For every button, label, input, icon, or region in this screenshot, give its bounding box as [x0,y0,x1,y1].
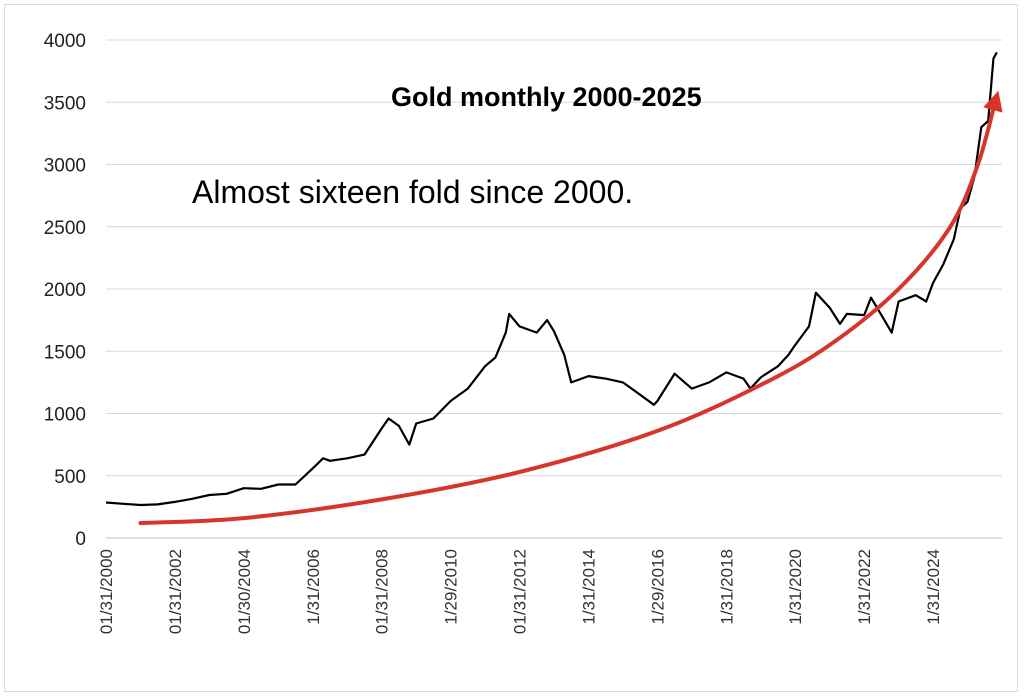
x-tick-label: 1/31/2006 [304,549,323,625]
y-tick-label: 4000 [44,31,86,52]
x-tick-label: 01/31/2000 [97,549,116,634]
y-axis-ticks: 0 500 1000 1500 2000 2500 3000 3500 4000 [44,31,86,550]
chart-title: Gold monthly 2000-2025 [391,82,702,112]
trend-arrowhead [983,90,1003,113]
x-tick-label: 1/31/2014 [579,549,598,625]
y-tick-label: 1000 [44,405,86,426]
y-tick-label: 3500 [44,93,86,114]
y-tick-label: 500 [54,467,86,488]
y-tick-label: 0 [75,529,86,550]
chart-annotation: Almost sixteen fold since 2000. [192,174,633,210]
y-tick-label: 2500 [44,218,86,239]
x-tick-label: 01/31/2002 [166,549,185,634]
x-tick-label: 1/29/2016 [648,549,667,625]
x-tick-label: 1/31/2024 [924,549,943,625]
gridlines [106,39,1002,539]
y-tick-label: 2000 [44,280,86,301]
x-tick-label: 1/29/2010 [442,549,461,625]
y-tick-label: 3000 [44,156,86,177]
x-tick-label: 01/31/2012 [511,549,530,634]
x-tick-label: 01/30/2004 [235,549,254,634]
x-axis-ticks: 01/31/2000 01/31/2002 01/30/2004 1/31/2006 0… [97,549,943,634]
x-tick-label: 1/31/2020 [786,549,805,625]
gold-price-line [105,51,998,507]
y-tick-label: 1500 [44,342,86,363]
gold-price-chart: 0 500 1000 1500 2000 2500 3000 3500 4000 01/31/2… [44,31,1003,634]
x-tick-label: 1/31/2018 [717,549,736,625]
x-tick-label: 1/31/2022 [855,549,874,625]
chart-frame: 0 500 1000 1500 2000 2500 3000 3500 4000 01/31/2… [4,4,1018,692]
x-tick-label: 01/31/2008 [373,549,392,634]
trend-curve [138,100,998,526]
